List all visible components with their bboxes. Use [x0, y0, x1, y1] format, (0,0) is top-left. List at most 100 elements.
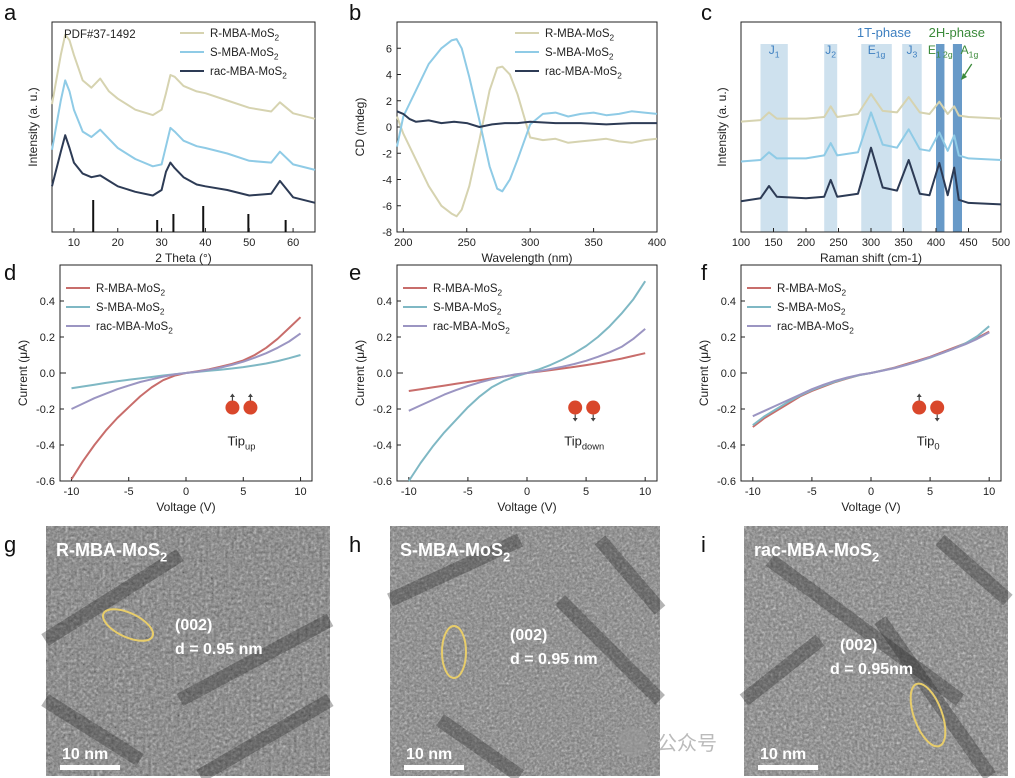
- legend-label: R-MBA-MoS2: [210, 28, 280, 42]
- series-line-r-mba-mos2: [51, 33, 316, 120]
- panel-c: 100 150 200 250 300 350 400 450 500 Raman shift (…: [715, 21, 1010, 265]
- y-axis-title: Intensity (a. u.): [715, 87, 729, 166]
- scale-bar-label: 10 nm: [62, 746, 108, 763]
- x-tick-label: 5: [583, 486, 589, 498]
- band-label-j3: J3: [907, 43, 918, 60]
- lattice-highlight-ellipse: [441, 625, 467, 679]
- x-tick-label: 350: [584, 237, 602, 249]
- legend-label: R-MBA-MoS2: [777, 283, 847, 297]
- lattice-fringe-band: [594, 535, 666, 615]
- y-tick-label: -8: [382, 227, 392, 239]
- panel-letter-i: i: [701, 532, 706, 557]
- panel-letter-d: d: [4, 260, 16, 285]
- spin-arrow-head: [247, 393, 253, 398]
- tem-grain-texture: [46, 526, 330, 776]
- panel-f: -10 -5 0 5 10 -0.6 -0.4 -0.2 0.0 0.2 0.4 Voltage (V…: [697, 264, 1002, 514]
- x-tick-label: 10: [983, 486, 995, 498]
- lattice-plane-label: (002): [175, 617, 212, 634]
- series-line-s-mba-mos2: [51, 79, 316, 171]
- x-tick-label: -5: [463, 486, 473, 498]
- y-axis-title: Intensity (a. u.): [26, 87, 40, 166]
- band-label-e12g: E1 2g: [928, 43, 953, 60]
- x-tick-label: 0: [868, 486, 874, 498]
- y-tick-label: -0.4: [717, 440, 736, 452]
- scale-bar: [60, 765, 120, 770]
- scale-bar: [404, 765, 464, 770]
- lattice-highlight-ellipse: [102, 608, 154, 642]
- lattice-fringe-band: [176, 613, 334, 707]
- panel-d: -10 -5 0 5 10 -0.6 -0.4 -0.2 0.0 0.2 0.4 Voltage (V…: [16, 264, 313, 514]
- x-tick-label: 500: [992, 237, 1010, 249]
- legend-label: rac-MBA-MoS2: [545, 66, 622, 80]
- x-tick-label: -10: [745, 486, 761, 498]
- panel-letter-a: a: [4, 0, 17, 25]
- series-line-s-mba-mos2: [71, 354, 301, 390]
- x-axis-title: Voltage (V): [841, 500, 900, 514]
- lattice-fringe-band: [765, 554, 965, 706]
- lattice-fringe-band: [387, 533, 523, 607]
- x-tick-label: 150: [764, 237, 782, 249]
- y-tick-label: -6: [382, 201, 392, 213]
- x-tick-label: 10: [68, 237, 80, 249]
- x-tick-label: 0: [524, 486, 530, 498]
- y-tick-label: 0.4: [377, 296, 392, 308]
- raman-band-2: [861, 44, 892, 232]
- lattice-fringe-band: [196, 693, 334, 778]
- x-tick-label: 400: [648, 237, 666, 249]
- x-tick-label: -10: [401, 486, 417, 498]
- scale-bar-label: 10 nm: [406, 746, 452, 763]
- series-line-rac-mba-mos2: [752, 331, 990, 418]
- y-tick-label: -0.6: [717, 476, 736, 488]
- series-line-s-mba-mos2: [740, 111, 1002, 163]
- series-line-rac-mba-mos2: [408, 328, 646, 412]
- legend-label: R-MBA-MoS2: [545, 28, 615, 42]
- series-line-r-mba-mos2: [740, 93, 1002, 123]
- x-tick-label: 40: [199, 237, 211, 249]
- lattice-fringe-band: [435, 714, 525, 778]
- raman-band-3: [902, 44, 922, 232]
- phase-label-2H: 2H-phase: [929, 25, 985, 40]
- x-tick-label: 5: [927, 486, 933, 498]
- spin-arrow-head: [572, 418, 578, 422]
- tip-state-label: Tip0: [917, 434, 940, 452]
- lattice-fringe-band: [41, 549, 184, 646]
- scale-bar: [758, 765, 818, 770]
- panel-letter-f: f: [701, 260, 708, 285]
- legend-label: S-MBA-MoS2: [777, 302, 846, 316]
- y-tick-label: 0.0: [721, 368, 736, 380]
- lattice-fringe-band: [739, 634, 825, 706]
- y-tick-label: -0.2: [373, 404, 392, 416]
- x-tick-label: 200: [394, 237, 412, 249]
- band-label-j2: J2: [825, 43, 836, 60]
- d-spacing-label: d = 0.95 nm: [510, 651, 598, 668]
- panel-e: -10 -5 0 5 10 -0.6 -0.4 -0.2 0.0 0.2 0.4 Voltage (V…: [353, 264, 658, 514]
- x-tick-label: 100: [732, 237, 750, 249]
- panel-letter-e: e: [349, 260, 361, 285]
- x-tick-label: -10: [64, 486, 80, 498]
- panel-letter-g: g: [4, 532, 16, 557]
- lattice-fringe-band: [555, 595, 665, 705]
- x-tick-label: 30: [155, 237, 167, 249]
- y-tick-label: -0.4: [373, 440, 392, 452]
- band-label-a1g: A1g: [961, 43, 979, 60]
- x-tick-label: -5: [807, 486, 817, 498]
- x-tick-label: 10: [639, 486, 651, 498]
- tem-sample-title: S-MBA-MoS2: [400, 540, 510, 564]
- y-tick-label: -0.2: [717, 404, 736, 416]
- y-axis-title: CD (mdeg): [353, 98, 367, 157]
- x-tick-label: 400: [927, 237, 945, 249]
- legend-label: S-MBA-MoS2: [545, 47, 614, 61]
- electron-spin-ball: [568, 400, 583, 415]
- y-tick-label: -0.6: [36, 476, 55, 488]
- tem-grain-texture: [744, 526, 1008, 776]
- legend-label: S-MBA-MoS2: [433, 302, 502, 316]
- panel-b: 200 250 300 350 400 -8 -6 -4 -2 0 2 4 6 Wavelength (n…: [353, 21, 666, 265]
- x-tick-label: 250: [829, 237, 847, 249]
- x-tick-label: 300: [862, 237, 880, 249]
- reference-card-label: PDF#37-1492: [64, 29, 136, 41]
- x-tick-label: 450: [959, 237, 977, 249]
- y-tick-label: -0.6: [373, 476, 392, 488]
- legend-label: R-MBA-MoS2: [433, 283, 503, 297]
- x-axis-title: Voltage (V): [156, 500, 215, 514]
